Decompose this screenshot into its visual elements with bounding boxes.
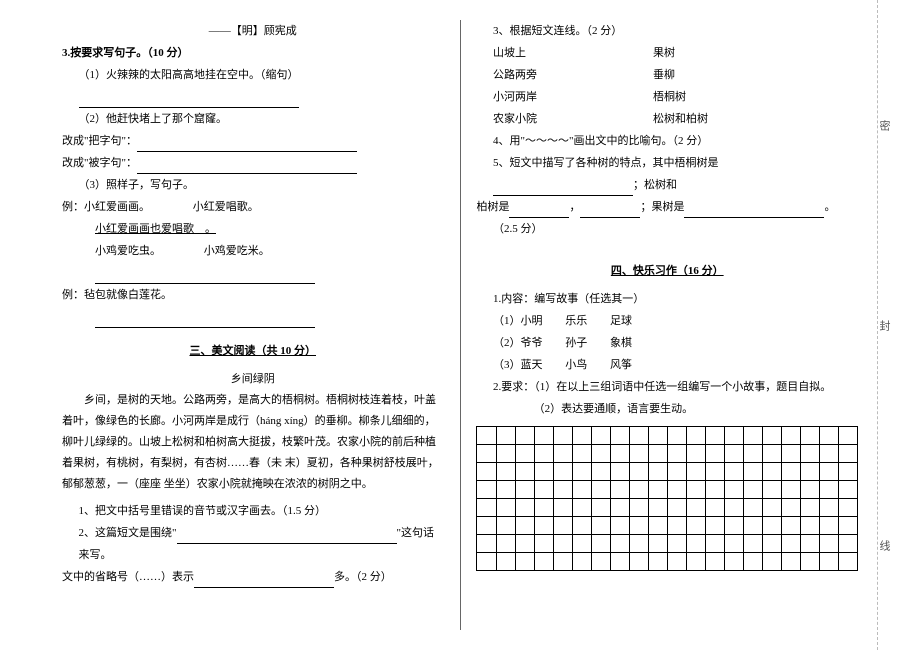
q2c: 文中的省略号（……）表示 xyxy=(62,571,194,583)
match-row-2: 公路两旁 垂柳 xyxy=(476,64,858,86)
ex2b: 小鸡爱吃米。 xyxy=(204,245,270,257)
opt1: （1）小明 乐乐 足球 xyxy=(476,310,858,332)
blank xyxy=(95,271,315,284)
match-left: 小河两岸 xyxy=(493,86,593,108)
q5b: ；松树和 xyxy=(633,179,677,191)
example3: 例：毡包就像白莲花。 xyxy=(62,284,444,306)
ba-line: 改成"把字句"： xyxy=(62,130,444,152)
author-line: ——【明】顾宪成 xyxy=(62,20,444,42)
blank xyxy=(95,315,315,328)
match-left: 山坡上 xyxy=(493,42,593,64)
passage: 乡间，是树的天地。公路两旁，是高大的梧桐树。梧桐树枝连着枝，叶盖着叶，像绿色的长… xyxy=(62,390,444,494)
side-char-3: 线 xyxy=(876,540,892,551)
passage-title: 乡间绿阴 xyxy=(62,368,444,390)
content-label: 1.内容：编写故事（任选其一） xyxy=(476,288,858,310)
opt-word: 乐乐 xyxy=(565,315,587,327)
left-column: ——【明】顾宪成 3.按要求写句子。（10 分） （1）火辣辣的太阳高高地挂在空… xyxy=(50,20,456,630)
bei-line: 改成"被字句"： xyxy=(62,152,444,174)
match-right: 果树 xyxy=(653,42,675,64)
q5d: ；果树是 xyxy=(640,201,684,213)
ex1ans: 小红爱画画也爱唱歌 xyxy=(95,223,194,235)
q5a: 5、短文中描写了各种树的特点，其中梧桐树是 xyxy=(493,157,719,169)
section4-title: 四、快乐习作（16 分） xyxy=(476,260,858,282)
match-left: 农家小院 xyxy=(493,108,593,130)
blank xyxy=(137,161,357,174)
match-right: 垂柳 xyxy=(653,64,675,86)
opt2: （2）爷爷 孙子 象棋 xyxy=(476,332,858,354)
opt-word: （3）蓝天 xyxy=(493,359,543,371)
example2: 小鸡爱吃虫。 小鸡爱吃米。 xyxy=(62,240,444,262)
side-char-1: 密 xyxy=(876,120,892,131)
example1: 例：小红爱画画。 小红爱唱歌。 xyxy=(62,196,444,218)
grid-row xyxy=(477,499,858,517)
q5c: 柏树是 xyxy=(476,201,509,213)
req2: （2）表达要通顺，语言要生动。 xyxy=(476,398,858,420)
page: ——【明】顾宪成 3.按要求写句子。（10 分） （1）火辣辣的太阳高高地挂在空… xyxy=(0,0,920,650)
period: 。 xyxy=(194,223,216,235)
opt-word: 象棋 xyxy=(610,337,632,349)
grid-row xyxy=(477,427,858,445)
match-row-1: 山坡上 果树 xyxy=(476,42,858,64)
grid-row xyxy=(477,481,858,499)
ex1ans-line: 小红爱画画也爱唱歌 。 xyxy=(62,218,444,240)
match-right: 松树和柏树 xyxy=(653,108,708,130)
ex1b: 小红爱唱歌。 xyxy=(193,201,259,213)
spacer xyxy=(476,240,858,248)
blank-line-2 xyxy=(62,262,444,284)
opt-word: 足球 xyxy=(610,315,632,327)
read-q4: 4、用"～～～～"画出文中的比喻句。（2 分） xyxy=(476,130,858,152)
blank-line-1 xyxy=(62,86,444,108)
column-divider xyxy=(460,20,461,630)
match-right: 梧桐树 xyxy=(653,86,686,108)
blank xyxy=(177,531,397,544)
read-q5-line2: 柏树是，；果树是。 xyxy=(476,196,858,218)
grid-row xyxy=(477,463,858,481)
writing-grid xyxy=(476,426,858,571)
section3-title: 三、美文阅读（共 10 分） xyxy=(62,340,444,362)
read-q3: 3、根据短文连线。（2 分） xyxy=(476,20,858,42)
q3-title: 3.按要求写句子。（10 分） xyxy=(62,42,444,64)
q3-1: （1）火辣辣的太阳高高地挂在空中。（缩句） xyxy=(62,64,444,86)
read-q5-line1: 5、短文中描写了各种树的特点，其中梧桐树是 ；松树和 xyxy=(476,152,858,196)
opt-word: 孙子 xyxy=(565,337,587,349)
q3-3: （3）照样子，写句子。 xyxy=(62,174,444,196)
opt-word: （2）爷爷 xyxy=(493,337,543,349)
blank xyxy=(509,205,569,218)
opt-word: 风筝 xyxy=(610,359,632,371)
q5e: 。 xyxy=(824,201,835,213)
grid-row xyxy=(477,517,858,535)
right-column: 3、根据短文连线。（2 分） 山坡上 果树 公路两旁 垂柳 小河两岸 梧桐树 农家小院… xyxy=(464,20,870,630)
side-char-2: 封 xyxy=(876,320,892,331)
ex1a: 例：小红爱画画。 xyxy=(62,201,150,213)
opt-word: （1）小明 xyxy=(493,315,543,327)
bei-label: 改成"被字句"： xyxy=(62,157,137,169)
q5-pts: （2.5 分） xyxy=(476,218,858,240)
read-q1: 1、把文中括号里错误的音节或汉字画去。（1.5 分） xyxy=(62,500,444,522)
grid-row xyxy=(477,535,858,553)
ba-label: 改成"把字句"： xyxy=(62,135,137,147)
grid-row xyxy=(477,553,858,571)
match-left: 公路两旁 xyxy=(493,64,593,86)
ex2a: 小鸡爱吃虫。 xyxy=(95,245,161,257)
q3-2: （2）他赶快堵上了那个窟窿。 xyxy=(62,108,444,130)
opt3: （3）蓝天 小鸟 风筝 xyxy=(476,354,858,376)
blank xyxy=(580,205,640,218)
blank xyxy=(194,575,334,588)
grid-row xyxy=(477,445,858,463)
opt-word: 小鸟 xyxy=(565,359,587,371)
read-q2: 2、这篇短文是围绕""这句话来写。 xyxy=(62,522,444,566)
req1: 2.要求：（1）在以上三组词语中任选一组编写一个小故事，题目自拟。 xyxy=(476,376,858,398)
q2d: 多。（2 分） xyxy=(334,571,392,583)
blank xyxy=(684,205,824,218)
q2a: 2、这篇短文是围绕" xyxy=(79,527,177,539)
match-row-4: 农家小院 松树和柏树 xyxy=(476,108,858,130)
blank xyxy=(79,95,299,108)
blank xyxy=(137,139,357,152)
read-q2c: 文中的省略号（……）表示 多。（2 分） xyxy=(62,566,444,588)
blank-line-3 xyxy=(62,306,444,328)
blank xyxy=(493,183,633,196)
match-row-3: 小河两岸 梧桐树 xyxy=(476,86,858,108)
